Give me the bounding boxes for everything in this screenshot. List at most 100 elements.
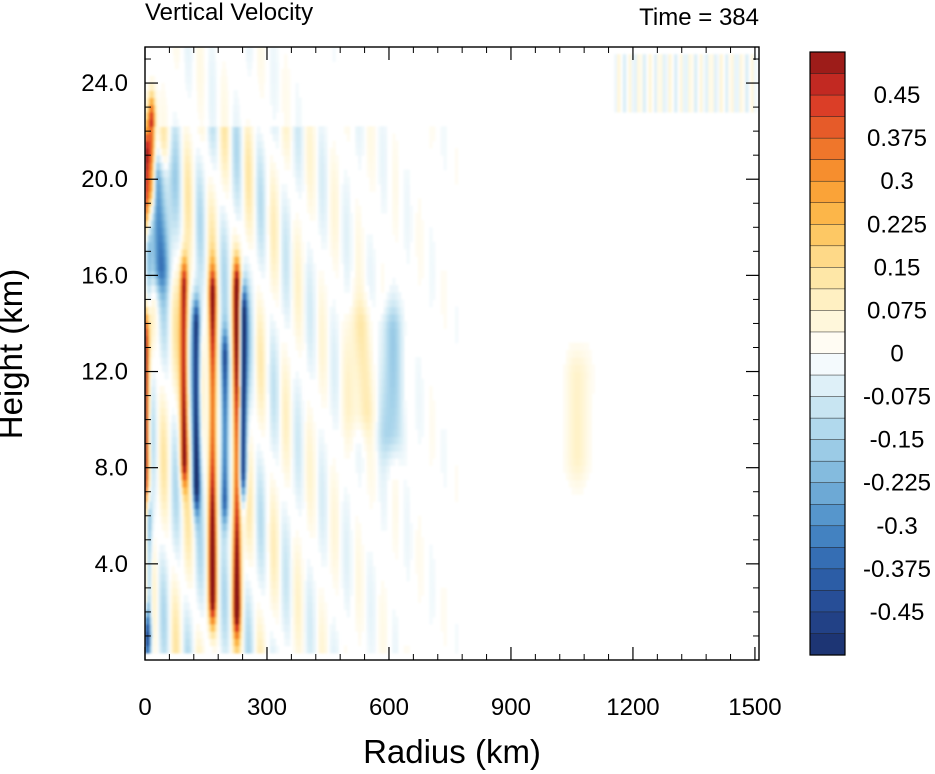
heatmap-cell: [199, 270, 202, 279]
heatmap-cell: [178, 429, 181, 438]
heatmap-cell: [211, 515, 213, 524]
heatmap-cell: [160, 234, 162, 243]
heatmap-cell: [192, 241, 195, 250]
heatmap-cell: [186, 623, 189, 632]
heatmap-cell: [153, 277, 155, 286]
heatmap-cell: [160, 544, 162, 553]
heatmap-cell: [154, 472, 156, 481]
heatmap-cell: [150, 306, 152, 315]
heatmap-cell: [160, 133, 162, 142]
heatmap-cell: [211, 357, 213, 365]
heatmap-cell: [187, 544, 190, 553]
heatmap-cell: [188, 573, 191, 582]
heatmap-cell: [150, 198, 152, 207]
heatmap-cell: [147, 443, 149, 452]
heatmap-cell: [211, 486, 213, 495]
heatmap-cell: [188, 227, 191, 236]
heatmap-cell: [184, 133, 187, 142]
heatmap-cell: [203, 587, 206, 596]
heatmap-cell: [146, 299, 148, 308]
heatmap-cell: [172, 580, 175, 589]
heatmap-cell: [215, 573, 217, 582]
heatmap-cell: [175, 248, 178, 257]
heatmap-cell: [172, 335, 175, 344]
heatmap-cell: [193, 299, 196, 308]
heatmap-cell: [201, 422, 204, 430]
heatmap-cell: [167, 349, 169, 358]
heatmap-cell: [218, 587, 220, 596]
heatmap-cell: [174, 162, 177, 171]
heatmap-cell: [154, 544, 156, 553]
heatmap-cell: [160, 111, 162, 120]
heatmap-cell: [155, 342, 157, 351]
heatmap-cell: [176, 393, 179, 401]
heatmap-cell: [208, 530, 210, 538]
heatmap-cell: [202, 234, 205, 243]
heatmap-cell: [146, 609, 148, 618]
heatmap-cell: [212, 270, 214, 279]
heatmap-cell: [145, 104, 147, 113]
heatmap-cell: [165, 371, 167, 380]
heatmap-cell: [196, 169, 199, 178]
heatmap-cell: [174, 220, 177, 228]
heatmap-cell: [146, 530, 148, 538]
heatmap-cell: [192, 162, 195, 171]
heatmap-cell: [149, 385, 151, 394]
heatmap-cell: [184, 299, 187, 308]
heatmap-cell: [153, 342, 155, 351]
heatmap-cell: [202, 75, 205, 84]
heatmap-cell: [213, 292, 215, 301]
heatmap-cell: [183, 559, 186, 567]
heatmap-cell: [156, 176, 158, 185]
heatmap-cell: [163, 436, 165, 445]
heatmap-cell: [157, 299, 159, 308]
heatmap-cell: [189, 486, 192, 495]
heatmap-cell: [149, 501, 151, 510]
heatmap-cell: [215, 609, 217, 618]
heatmap-cell: [170, 450, 173, 459]
heatmap-cell: [150, 162, 152, 171]
heatmap-cell: [161, 385, 163, 394]
heatmap-cell: [175, 400, 178, 409]
heatmap-cell: [201, 205, 204, 214]
heatmap-cell: [165, 241, 167, 250]
heatmap-cell: [165, 126, 167, 135]
heatmap-cell: [150, 191, 152, 200]
heatmap-cell: [209, 385, 211, 394]
heatmap-cell: [197, 479, 200, 488]
heatmap-cell: [183, 443, 186, 452]
heatmap-cell: [187, 126, 190, 135]
heatmap-cell: [161, 83, 163, 91]
heatmap-cell: [164, 501, 166, 510]
heatmap-cell: [187, 385, 190, 394]
heatmap-cell: [183, 256, 186, 264]
heatmap-cell: [214, 573, 216, 582]
heatmap-cell: [195, 47, 198, 55]
heatmap-cell: [211, 292, 213, 301]
heatmap-cell: [177, 184, 180, 192]
heatmap-cell: [199, 263, 202, 272]
heatmap-cell: [172, 205, 175, 214]
heatmap-cell: [168, 465, 170, 474]
heatmap-cell: [146, 472, 148, 481]
heatmap-cell: [182, 385, 185, 394]
heatmap-cell: [212, 631, 214, 639]
heatmap-cell: [203, 357, 206, 365]
heatmap-cell: [146, 241, 148, 250]
heatmap-cell: [145, 443, 147, 452]
heatmap-cell: [150, 508, 152, 517]
heatmap-cell: [202, 284, 205, 293]
heatmap-cell: [209, 75, 211, 84]
heatmap-cell: [159, 313, 161, 322]
heatmap-cell: [167, 169, 169, 178]
heatmap-cell: [216, 212, 218, 221]
heatmap-cell: [191, 638, 194, 647]
heatmap-cell: [209, 551, 211, 560]
heatmap-cell: [159, 321, 161, 329]
heatmap-cell: [210, 198, 212, 207]
heatmap-cell: [170, 306, 173, 315]
heatmap-cell: [167, 328, 169, 337]
heatmap-cell: [204, 220, 207, 228]
heatmap-cell: [185, 299, 188, 308]
heatmap-cell: [165, 147, 167, 156]
